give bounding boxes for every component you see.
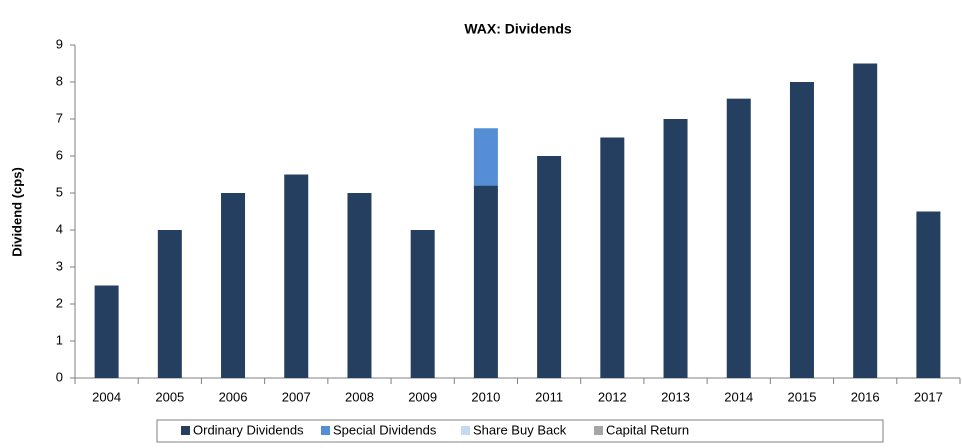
x-tick-label: 2009 [408,389,437,404]
bar-segment [410,230,435,378]
bar-segment [789,82,814,378]
x-tick-label: 2005 [155,389,184,404]
bar-segment [473,185,498,378]
x-tick-label: 2014 [724,389,753,404]
y-axis-label: Dividend (cps) [9,167,24,257]
legend-swatch [594,426,603,435]
y-tick-label: 8 [56,73,63,88]
x-tick-label: 2013 [661,389,690,404]
legend-swatch [461,426,470,435]
x-tick-label: 2012 [598,389,627,404]
x-tick-label: 2010 [471,389,500,404]
bar-segment [916,211,941,378]
legend-box [156,419,884,443]
legend-label: Capital Return [606,422,689,437]
bar-segment [473,128,498,186]
bar-segment [600,137,625,378]
x-tick-label: 2016 [851,389,880,404]
y-tick-label: 2 [56,295,63,310]
bar-segment [663,119,688,378]
bar-segment [853,63,878,378]
x-tick-label: 2011 [535,389,563,404]
bar-segment [347,193,372,378]
x-tick-label: 2004 [92,389,121,404]
legend-label: Ordinary Dividends [193,422,304,437]
y-tick-label: 6 [56,147,63,162]
legend-swatch [321,426,330,435]
x-tick-label: 2006 [219,389,248,404]
y-tick-label: 1 [56,332,63,347]
legend-label: Special Dividends [333,422,437,437]
x-tick-label: 2008 [345,389,374,404]
y-tick-label: 5 [56,184,63,199]
y-tick-label: 7 [56,110,63,125]
x-tick-label: 2017 [914,389,943,404]
y-tick-label: 0 [56,369,63,384]
bar-segment [284,174,309,378]
legend-swatch [181,426,190,435]
bar-segment [221,193,246,378]
y-tick-label: 3 [56,258,63,273]
y-tick-label: 9 [56,36,63,51]
bar-segment [94,285,119,378]
legend-label: Share Buy Back [473,422,567,437]
x-tick-label: 2007 [282,389,311,404]
x-tick-label: 2015 [788,389,817,404]
chart-title: WAX: Dividends [464,21,572,37]
bar-segment [157,230,182,378]
bar-segment [537,156,562,378]
bar-segment [726,98,751,379]
y-tick-label: 4 [56,221,63,236]
